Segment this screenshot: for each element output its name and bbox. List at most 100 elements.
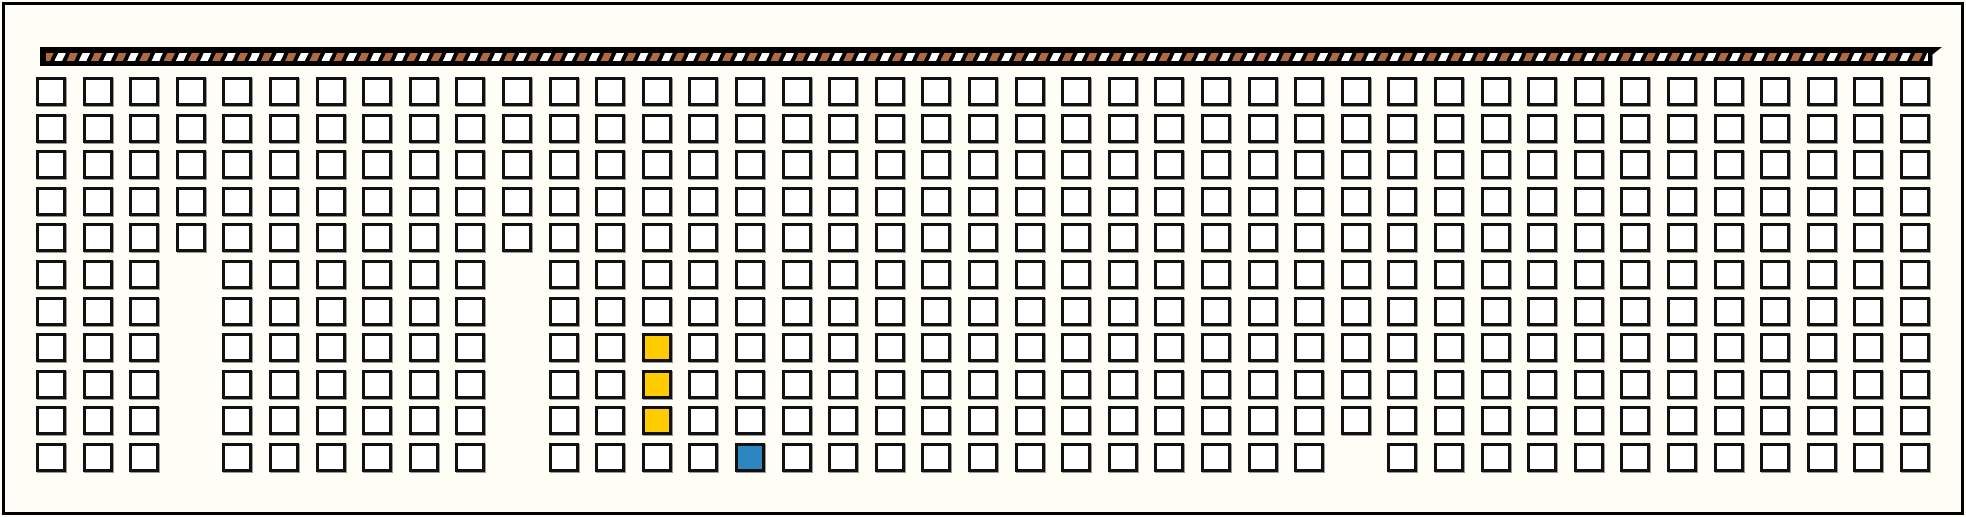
grid-cell[interactable] <box>1294 187 1324 216</box>
grid-cell[interactable] <box>968 406 998 435</box>
grid-cell[interactable] <box>409 77 439 106</box>
grid-cell[interactable] <box>549 443 579 472</box>
grid-cell[interactable] <box>1667 333 1697 362</box>
grid-cell[interactable] <box>735 370 765 399</box>
grid-cell[interactable] <box>688 406 718 435</box>
grid-cell[interactable] <box>1760 114 1790 143</box>
grid-cell[interactable] <box>36 370 66 399</box>
grid-cell[interactable] <box>1061 260 1091 289</box>
grid-cell[interactable] <box>1714 223 1744 252</box>
grid-cell[interactable] <box>688 333 718 362</box>
grid-cell[interactable] <box>1294 333 1324 362</box>
grid-cell[interactable] <box>1015 150 1045 179</box>
grid-cell[interactable] <box>1387 297 1417 326</box>
grid-cell[interactable] <box>1760 370 1790 399</box>
grid-cell[interactable] <box>1900 297 1930 326</box>
grid-cell[interactable] <box>1574 260 1604 289</box>
grid-cell[interactable] <box>1015 187 1045 216</box>
grid-cell[interactable] <box>875 297 905 326</box>
grid-cell[interactable] <box>83 223 113 252</box>
grid-cell[interactable] <box>1108 443 1138 472</box>
grid-cell[interactable] <box>1853 443 1883 472</box>
grid-cell[interactable] <box>362 297 392 326</box>
grid-cell[interactable] <box>1527 150 1557 179</box>
grid-cell[interactable] <box>1387 443 1417 472</box>
grid-cell[interactable] <box>875 150 905 179</box>
grid-cell[interactable] <box>129 114 159 143</box>
grid-cell[interactable] <box>1015 406 1045 435</box>
grid-cell[interactable] <box>595 443 625 472</box>
grid-cell[interactable] <box>269 77 299 106</box>
grid-cell[interactable] <box>1853 260 1883 289</box>
grid-cell[interactable] <box>828 406 858 435</box>
grid-cell[interactable] <box>1853 77 1883 106</box>
grid-cell[interactable] <box>1574 443 1604 472</box>
grid-cell[interactable] <box>1108 406 1138 435</box>
grid-cell[interactable] <box>1154 77 1184 106</box>
grid-cell[interactable] <box>782 77 812 106</box>
grid-cell[interactable] <box>269 260 299 289</box>
grid-cell[interactable] <box>1061 370 1091 399</box>
grid-cell[interactable] <box>1620 443 1650 472</box>
grid-cell[interactable] <box>1248 150 1278 179</box>
grid-cell[interactable] <box>1061 114 1091 143</box>
grid-cell[interactable] <box>36 150 66 179</box>
grid-cell[interactable] <box>875 406 905 435</box>
grid-cell[interactable] <box>968 223 998 252</box>
grid-cell[interactable] <box>1481 370 1511 399</box>
grid-cell[interactable] <box>36 77 66 106</box>
grid-cell[interactable] <box>1900 150 1930 179</box>
grid-cell[interactable] <box>36 443 66 472</box>
grid-cell[interactable] <box>828 150 858 179</box>
grid-cell[interactable] <box>1108 150 1138 179</box>
grid-cell[interactable] <box>1434 260 1464 289</box>
grid-cell[interactable] <box>129 150 159 179</box>
grid-cell[interactable] <box>1807 150 1837 179</box>
grid-cell[interactable] <box>362 260 392 289</box>
grid-cell[interactable] <box>921 260 951 289</box>
grid-cell[interactable] <box>1853 187 1883 216</box>
grid-cell[interactable] <box>1527 77 1557 106</box>
grid-cell[interactable] <box>735 114 765 143</box>
grid-cell[interactable] <box>1154 260 1184 289</box>
grid-cell[interactable] <box>36 406 66 435</box>
grid-cell[interactable] <box>502 77 532 106</box>
grid-cell[interactable] <box>828 77 858 106</box>
grid-cell[interactable] <box>595 260 625 289</box>
grid-cell[interactable] <box>1807 406 1837 435</box>
grid-cell[interactable] <box>269 370 299 399</box>
grid-cell[interactable] <box>782 223 812 252</box>
grid-cell[interactable] <box>409 114 439 143</box>
grid-cell[interactable] <box>409 370 439 399</box>
grid-cell[interactable] <box>316 260 346 289</box>
grid-cell[interactable] <box>1900 77 1930 106</box>
grid-cell[interactable] <box>828 260 858 289</box>
grid-cell[interactable] <box>1900 260 1930 289</box>
grid-cell[interactable] <box>735 187 765 216</box>
grid-cell[interactable] <box>782 406 812 435</box>
grid-cell[interactable] <box>921 77 951 106</box>
grid-cell[interactable] <box>1201 370 1231 399</box>
grid-cell[interactable] <box>968 443 998 472</box>
grid-cell[interactable] <box>1015 77 1045 106</box>
grid-cell[interactable] <box>362 333 392 362</box>
grid-cell[interactable] <box>1434 370 1464 399</box>
grid-cell[interactable] <box>595 406 625 435</box>
grid-cell[interactable] <box>316 443 346 472</box>
grid-cell[interactable] <box>316 77 346 106</box>
grid-cell[interactable] <box>409 297 439 326</box>
grid-cell[interactable] <box>316 406 346 435</box>
grid-cell[interactable] <box>1481 77 1511 106</box>
grid-cell[interactable] <box>1108 297 1138 326</box>
grid-cell[interactable] <box>549 406 579 435</box>
grid-cell[interactable] <box>549 260 579 289</box>
grid-cell[interactable] <box>36 260 66 289</box>
grid-cell[interactable] <box>176 114 206 143</box>
grid-cell[interactable] <box>36 297 66 326</box>
grid-cell[interactable] <box>595 114 625 143</box>
grid-cell[interactable] <box>176 187 206 216</box>
grid-cell[interactable] <box>1807 187 1837 216</box>
grid-cell[interactable] <box>782 260 812 289</box>
grid-cell[interactable] <box>549 223 579 252</box>
grid-cell[interactable] <box>1294 260 1324 289</box>
